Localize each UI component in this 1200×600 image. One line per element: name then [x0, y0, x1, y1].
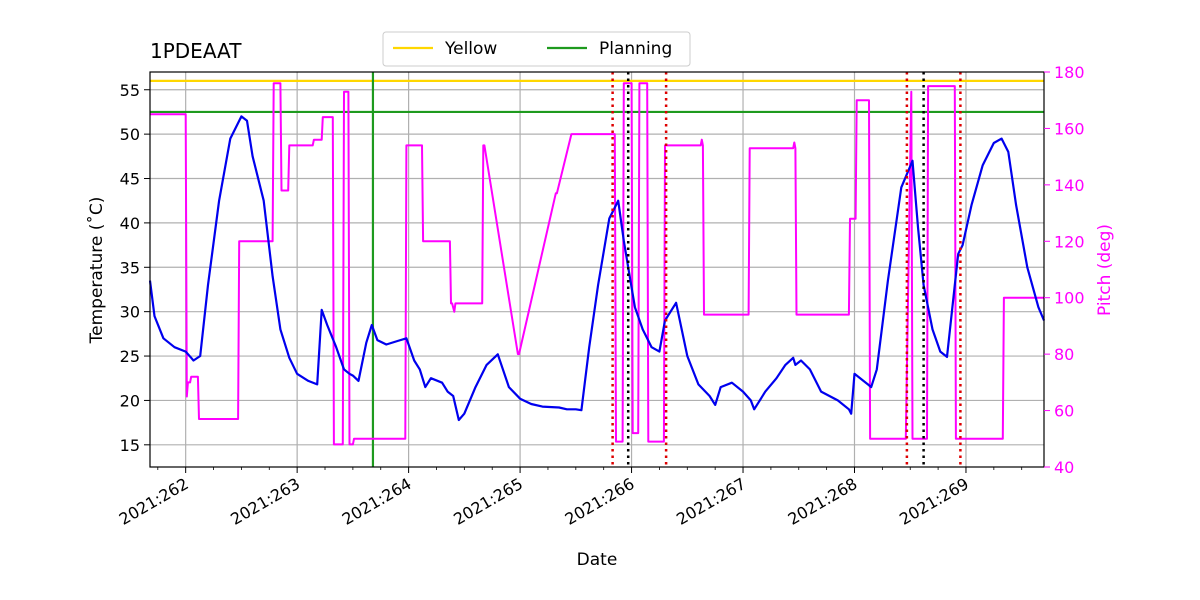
y-tick-label: 45	[120, 170, 140, 189]
y-axis-label: Temperature (˚C)	[86, 197, 107, 345]
y-right-tick-label: 60	[1054, 402, 1074, 421]
legend: Yellow Planning	[382, 31, 691, 67]
limit-lines	[150, 72, 1044, 467]
y-right-tick-label: 120	[1054, 232, 1085, 251]
y-right-tick-label: 180	[1054, 63, 1085, 82]
y-right-tick-label: 40	[1054, 458, 1074, 477]
legend-label-yellow: Yellow	[444, 39, 497, 59]
y-axis-ticks: 15 20 25 30 35 40 45 50 55	[120, 81, 150, 455]
chart-title: 1PDEAAT	[150, 39, 242, 63]
pitch-series-line	[150, 82, 1044, 446]
y-tick-label: 40	[120, 214, 140, 233]
y-axis-right-label: Pitch (deg)	[1095, 224, 1115, 316]
y-tick-label: 25	[120, 347, 140, 366]
legend-label-planning: Planning	[599, 39, 672, 59]
temperature-series-line	[148, 115, 1046, 422]
y-tick-label: 30	[120, 303, 140, 322]
event-markers	[611, 72, 962, 467]
y-right-tick-label: 100	[1054, 289, 1085, 308]
legend-box	[382, 31, 691, 67]
y-tick-label: 35	[120, 258, 140, 277]
y-tick-label: 50	[120, 125, 140, 144]
y-right-tick-label: 80	[1054, 345, 1074, 364]
y-tick-label: 55	[120, 81, 140, 100]
y-tick-label: 20	[120, 391, 140, 410]
grid	[150, 72, 1044, 467]
x-axis-label: Date	[577, 550, 618, 570]
y-right-tick-label: 140	[1054, 176, 1085, 195]
y-axis-right-ticks: 40 60 80 100 120 140 160 180	[1044, 63, 1085, 477]
series-lines	[148, 82, 1046, 446]
plot-frame	[149, 71, 1045, 468]
y-right-tick-label: 160	[1054, 119, 1085, 138]
y-tick-label: 15	[120, 436, 140, 455]
